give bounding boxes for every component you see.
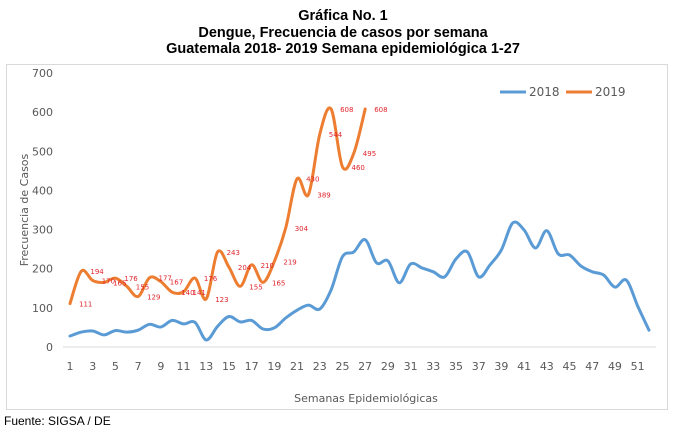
source-note: Fuente: SIGSA / DE	[4, 414, 111, 428]
chart-title-line-3: Guatemala 2018- 2019 Semana epidemiológi…	[166, 41, 520, 57]
x-tick-label: 21	[290, 360, 304, 373]
data-label: 123	[215, 296, 228, 304]
data-label: 389	[317, 192, 330, 200]
y-tick-label: 200	[32, 263, 53, 276]
series-line-2018	[68, 220, 651, 342]
data-label: 167	[170, 279, 183, 287]
x-tick-label: 27	[358, 360, 372, 373]
x-tick-label: 33	[426, 360, 440, 373]
data-label: 544	[329, 131, 343, 139]
data-labels-layer: 1111941701651761551291771671401411761232…	[79, 106, 388, 309]
data-label: 460	[352, 164, 365, 172]
x-tick-label: 51	[631, 360, 645, 373]
data-label: 430	[306, 176, 319, 184]
x-tick-label: 9	[157, 360, 164, 373]
data-label: 176	[204, 275, 218, 283]
chart-title-line-1: Gráfica No. 1	[298, 8, 388, 24]
data-label: 304	[295, 225, 309, 233]
y-tick-label: 700	[32, 67, 53, 80]
y-tick-label: 600	[32, 106, 53, 119]
legend-label-2019: 2019	[595, 85, 626, 99]
x-tick-label: 13	[199, 360, 213, 373]
data-label: 155	[249, 283, 262, 291]
legend-label-2018: 2018	[529, 85, 560, 99]
x-tick-label: 19	[267, 360, 281, 373]
data-label: 155	[136, 283, 149, 291]
x-tick-label: 41	[517, 360, 531, 373]
y-axis-title: Frecuencia de Casos	[18, 153, 31, 266]
data-label: 129	[147, 294, 160, 302]
data-label: 140	[181, 289, 194, 297]
x-tick-label: 49	[608, 360, 622, 373]
data-label: 608	[340, 106, 353, 114]
legend: 2018 2019	[500, 85, 626, 99]
y-tick-label: 500	[32, 145, 53, 158]
x-axis-title: Semanas Epidemiológicas	[294, 392, 438, 405]
x-tick-label: 1	[67, 360, 74, 373]
x-tick-label: 45	[563, 360, 577, 373]
data-label: 170	[102, 278, 115, 286]
x-tick-label: 7	[135, 360, 142, 373]
x-tick-label: 25	[335, 360, 349, 373]
x-tick-label: 23	[313, 360, 327, 373]
data-label: 176	[124, 275, 138, 283]
data-label: 243	[227, 249, 240, 257]
x-tick-label: 5	[112, 360, 119, 373]
y-axis-ticks: 0 100 200 300 400 500 600 700	[32, 67, 53, 354]
data-label: 194	[90, 268, 104, 276]
chart-title: Gráfica No. 1 Dengue, Frecuencia de caso…	[0, 8, 686, 58]
data-label: 111	[79, 301, 92, 309]
y-tick-label: 300	[32, 224, 53, 237]
x-tick-label: 43	[540, 360, 554, 373]
series-line-2019	[68, 106, 367, 306]
y-tick-label: 0	[46, 341, 53, 354]
x-tick-label: 39	[494, 360, 508, 373]
x-tick-label: 3	[89, 360, 96, 373]
y-tick-label: 400	[32, 184, 53, 197]
x-tick-label: 35	[449, 360, 463, 373]
data-label: 165	[113, 279, 126, 287]
chart-title-line-2: Dengue, Frecuencia de casos por semana	[198, 24, 488, 41]
x-tick-label: 11	[177, 360, 191, 373]
x-axis-ticks: 1 3 5 7 9 11 13 15 17 19 21 23 25 27 29 31 33 35 37 39 41 43 4…	[67, 360, 645, 373]
x-tick-label: 37	[472, 360, 486, 373]
data-label: 177	[159, 275, 172, 283]
x-tick-label: 29	[381, 360, 395, 373]
data-label: 495	[363, 150, 376, 158]
data-label: 210	[261, 262, 274, 270]
x-tick-label: 47	[585, 360, 599, 373]
data-label: 204	[238, 264, 252, 272]
chart-frame	[6, 64, 668, 410]
data-label: 608	[374, 106, 387, 114]
y-tick-label: 100	[32, 302, 53, 315]
data-label: 141	[193, 289, 206, 297]
data-label: 219	[283, 258, 296, 266]
x-tick-label: 15	[222, 360, 236, 373]
x-tick-label: 31	[404, 360, 418, 373]
x-tick-label: 17	[245, 360, 259, 373]
data-label: 165	[272, 279, 285, 287]
series-layer	[68, 106, 651, 342]
